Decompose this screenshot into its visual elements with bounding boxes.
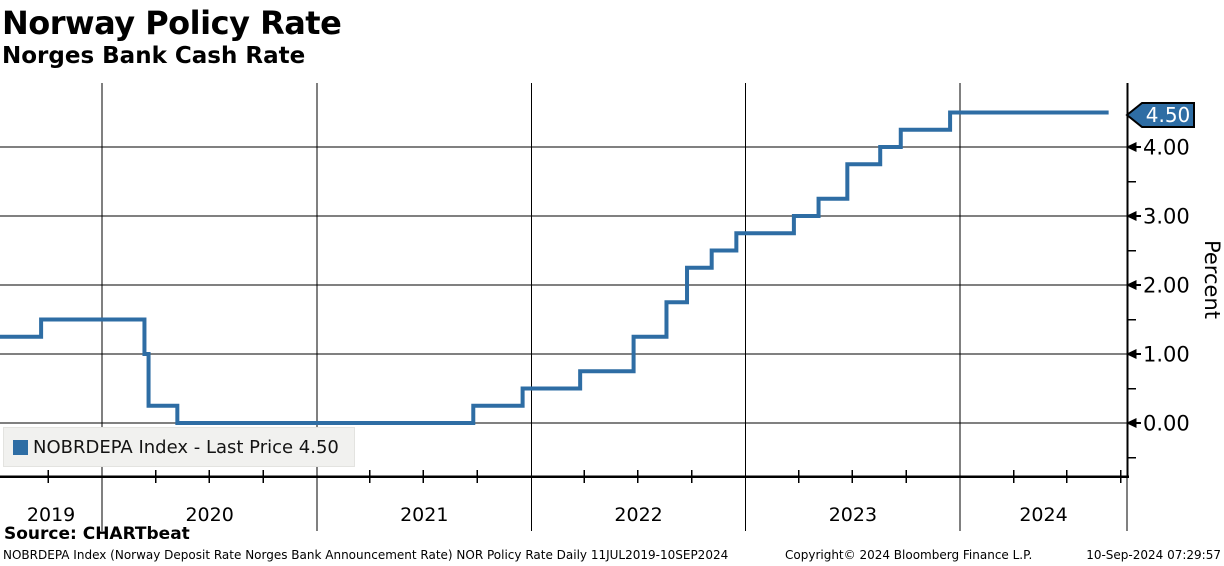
footer-timestamp: 10-Sep-2024 07:29:57 [1086,548,1221,562]
chart-legend[interactable]: NOBRDEPA Index - Last Price 4.50 [3,427,355,467]
page-subtitle: Norges Bank Cash Rate [2,43,306,69]
y-tick-label: 2.00 [1143,274,1190,298]
y-tick-arrow-icon [1126,418,1137,428]
plot-area[interactable] [0,83,1127,476]
x-year-label: 2019 [27,504,75,526]
y-tick-arrow-icon [1126,280,1137,290]
last-price-flag-shape [1125,102,1195,128]
last-price-value: 4.50 [1146,103,1191,127]
x-year-label: 2021 [400,504,448,526]
x-year-label: 2020 [185,504,233,526]
y-tick-arrow-icon [1126,211,1137,221]
y-tick-arrow-icon [1126,142,1137,152]
y-tick-label: 4.00 [1143,136,1190,160]
last-price-badge: 4.50 [1125,102,1195,128]
source-line: Source: CHARTbeat [4,524,190,544]
footer-copyright: Copyright© 2024 Bloomberg Finance L.P. [785,548,1033,562]
footer-description: NOBRDEPA Index (Norway Deposit Rate Norg… [3,548,729,562]
policy-rate-step-line [0,110,1109,425]
y-tick-label: 1.00 [1143,343,1190,367]
x-year-label: 2023 [829,504,877,526]
legend-label: NOBRDEPA Index - Last Price 4.50 [33,436,339,458]
footer-bar: NOBRDEPA Index (Norway Deposit Rate Norg… [0,548,1224,566]
y-tick-label: 3.00 [1143,205,1190,229]
y-tick-label: 0.00 [1143,412,1190,436]
series-swatch-icon [13,439,28,455]
page-title: Norway Policy Rate [2,4,342,42]
y-axis-title: Percent [1200,240,1224,320]
x-year-label: 2022 [614,504,662,526]
y-tick-arrow-icon [1126,349,1137,359]
x-year-label: 2024 [1019,504,1067,526]
